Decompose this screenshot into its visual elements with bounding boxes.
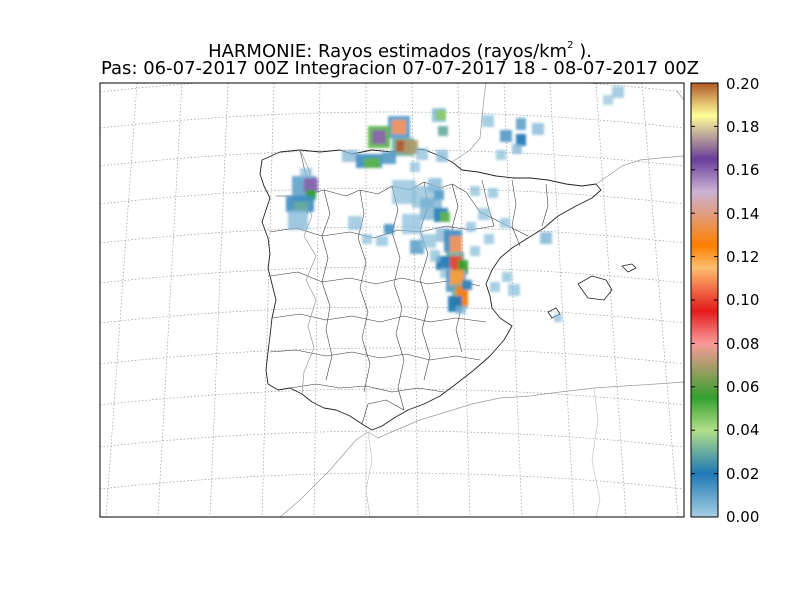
lightning-cell [436, 110, 446, 120]
colorbar-tick-label: 0.02 [726, 465, 760, 483]
colorbar-tick-label: 0.14 [726, 205, 760, 223]
lightning-cell [612, 86, 624, 98]
lightning-cell [462, 280, 472, 290]
lightning-cell [450, 236, 462, 252]
lightning-cell [603, 95, 613, 105]
lightning-cell [364, 158, 380, 168]
colorbar-tick-label: 0.08 [726, 335, 760, 353]
france-med-coast [595, 155, 684, 185]
colorbar [690, 82, 719, 518]
lightning-cell [508, 284, 520, 296]
colorbar-tick-label: 0.00 [726, 508, 760, 526]
lightning-cell [470, 246, 480, 256]
africa-inland [365, 431, 373, 517]
lightning-cell [516, 118, 526, 130]
lightning-cell [484, 234, 494, 244]
lightning-cell [500, 218, 510, 228]
colorbar-tick-label: 0.20 [726, 75, 760, 93]
lightning-cell [500, 130, 512, 142]
lightning-cell [450, 270, 464, 286]
chart-title-line-2: Pas: 06-07-2017 00Z Integracion 07-07-20… [100, 58, 699, 79]
lightning-cell [430, 250, 440, 262]
lightning-cell [362, 234, 372, 244]
lightning-cell [304, 178, 318, 192]
lightning-cell [470, 186, 480, 196]
lightning-cell [438, 126, 448, 136]
lightning-density-cells [286, 86, 624, 322]
lightning-cell [554, 314, 562, 322]
lightning-cell [478, 208, 490, 220]
lightning-cell [436, 150, 448, 162]
map-frame [99, 82, 685, 518]
title-suffix: ). [573, 41, 592, 62]
chart-title-line-1: HARMONIE: Rayos estimados (rayos/km2 ). [0, 35, 800, 63]
lightning-cell [466, 222, 476, 232]
lightning-cell [288, 210, 308, 230]
lightning-cell [488, 188, 498, 198]
colorbar-tick-label: 0.12 [726, 248, 760, 266]
lightning-cell [348, 216, 362, 230]
colorbar-tick-label: 0.18 [726, 118, 760, 136]
lightning-cell [420, 234, 436, 248]
lightning-cell [532, 123, 544, 135]
lightning-cell [482, 115, 494, 127]
lightning-cell [342, 150, 358, 162]
lightning-cell [440, 212, 450, 222]
lightning-cell [392, 120, 406, 134]
lightning-cell [300, 168, 312, 178]
colorbar-tick-label: 0.06 [726, 378, 760, 396]
lightning-cell [416, 148, 428, 160]
lightning-cell [372, 130, 386, 144]
iberia-coastline [259, 147, 602, 431]
lightning-cell [376, 236, 388, 246]
lightning-cell [490, 282, 500, 292]
colorbar-ticks [691, 82, 718, 518]
lightning-cell [384, 224, 394, 234]
title-superscript: 2 [567, 40, 574, 51]
lightning-cell [496, 150, 506, 160]
menorca [621, 263, 637, 273]
france-coastline [451, 83, 487, 163]
lightning-cell [512, 144, 522, 154]
lightning-cell [458, 260, 468, 274]
lightning-cell [410, 162, 420, 172]
colorbar-tick-label: 0.10 [726, 291, 760, 309]
mallorca [577, 275, 613, 301]
lightning-cell [502, 272, 512, 282]
africa-coastline [279, 381, 684, 517]
colorbar-tick-label: 0.04 [726, 421, 760, 439]
title-prefix: HARMONIE: Rayos estimados (rayos/km [208, 41, 568, 62]
lightning-cell [404, 140, 418, 154]
lightning-cell [382, 152, 396, 164]
lightning-cell [402, 214, 422, 234]
lightning-cell [434, 190, 444, 200]
lightning-cell [306, 190, 316, 200]
lightning-cell [540, 232, 552, 244]
lightning-cell [516, 134, 526, 146]
lightning-cell [456, 306, 466, 314]
lightning-cell [428, 178, 442, 192]
lightning-cell [294, 202, 308, 212]
colorbar-tick-label: 0.16 [726, 161, 760, 179]
